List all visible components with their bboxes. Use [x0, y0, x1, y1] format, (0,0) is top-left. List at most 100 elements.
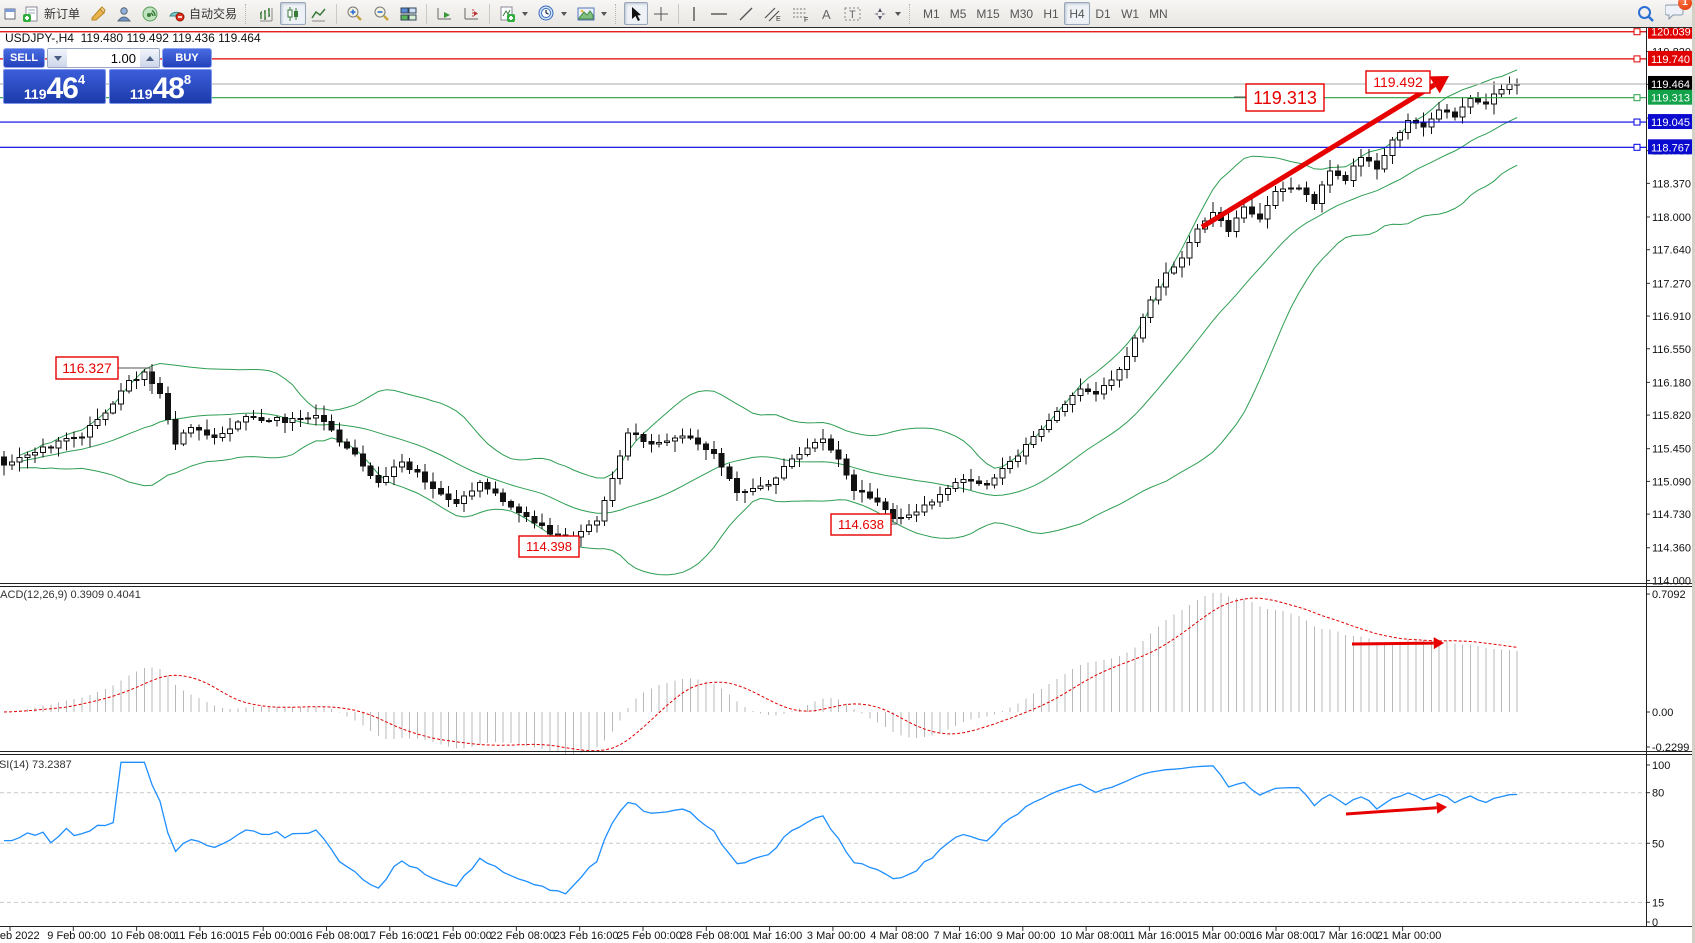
line-chart-mode-button[interactable] [306, 2, 332, 25]
volume-input[interactable] [67, 49, 140, 67]
trendline-tool-button[interactable] [733, 2, 759, 25]
macd-pane: 0.7092 0.00 -0.2299 [3, 589, 1689, 754]
bar-chart-icon [260, 7, 273, 21]
toolbar-separator [678, 3, 680, 24]
buy-button[interactable]: BUY [162, 48, 212, 68]
timeframe-w1[interactable]: W1 [1116, 2, 1144, 25]
price-badge-label: 119.464 [1651, 79, 1690, 91]
market-watch-button[interactable] [111, 2, 137, 25]
autotrading-button[interactable]: 自动交易 [163, 2, 242, 25]
line-handle[interactable] [1633, 118, 1641, 126]
notifications-button[interactable]: 1 [1664, 0, 1692, 25]
rsi-line [4, 761, 1518, 895]
price-tick-label: 114.000 [1652, 575, 1691, 587]
trend-arrow[interactable] [1345, 806, 1437, 816]
price-annotation-box[interactable] [1245, 83, 1325, 112]
candles [1, 76, 1521, 551]
line-handle[interactable] [1633, 55, 1641, 63]
volume-increase-button[interactable] [140, 49, 159, 67]
trend-arrow[interactable] [1200, 82, 1436, 230]
price-annotation-box[interactable] [518, 535, 580, 558]
window-menu-button[interactable] [2, 2, 18, 25]
price-annotation-box[interactable] [55, 356, 119, 380]
time-tick-label: 22 Feb 08:00 [490, 930, 555, 942]
tile-windows-button[interactable] [395, 2, 422, 25]
price-annotation-box[interactable] [830, 513, 892, 536]
zoom-out-button[interactable] [368, 2, 395, 25]
tile-windows-icon [400, 7, 417, 20]
template-icon [577, 7, 595, 20]
text-tool-button[interactable]: A [815, 2, 839, 25]
buy-price-sup: 8 [183, 72, 192, 87]
arrow-objects-button[interactable] [867, 2, 906, 25]
auto-scroll-icon [437, 7, 452, 19]
toolbar-separator [615, 3, 621, 24]
styler-button[interactable] [85, 2, 111, 25]
price-annotation-label: 116.327 [62, 360, 112, 376]
candlestick-icon [287, 6, 299, 21]
channel-tool-button[interactable]: E [759, 2, 787, 25]
volume-decrease-button[interactable] [48, 49, 67, 67]
new-order-label: 新订单 [44, 7, 81, 21]
autotrading-label: 自动交易 [189, 7, 238, 21]
templates-button[interactable] [572, 2, 612, 25]
sell-button[interactable]: SELL [3, 48, 45, 68]
timeframe-h4[interactable]: H4 [1064, 2, 1091, 25]
periods-button[interactable] [533, 2, 572, 25]
trend-arrow[interactable] [1351, 641, 1434, 646]
indicators-button[interactable] [494, 2, 533, 25]
fibonacci-tool-button[interactable]: F [787, 2, 815, 25]
sell-price-big: 46 [46, 72, 78, 105]
candlestick-mode-button[interactable] [280, 2, 307, 25]
text-label-tool-button[interactable]: T [839, 2, 867, 25]
time-tick-label: 10 Mar 08:00 [1060, 930, 1125, 942]
crosshair-tool-button[interactable] [648, 2, 674, 25]
price-badge-label: 118.767 [1651, 142, 1690, 154]
timeframe-m30[interactable]: M30 [1005, 2, 1038, 25]
horizontal-line-tool-button[interactable] [705, 2, 733, 25]
zoom-in-button[interactable] [341, 2, 368, 25]
ohlc-high: 119.492 [126, 31, 169, 45]
toolbar-separator [909, 3, 915, 24]
time-tick-label: 23 Feb 16:00 [554, 930, 619, 942]
timeframe-h1[interactable]: H1 [1038, 2, 1064, 25]
sell-price[interactable]: 119 46 4 [3, 69, 106, 104]
timeframe-m1[interactable]: M1 [918, 2, 945, 25]
trade-panel-price-row: 119 46 4 119 48 8 [3, 69, 212, 104]
svg-text:E: E [776, 16, 781, 22]
price-tick-label: 118.370 [1652, 178, 1691, 190]
time-tick-label: 9 Feb 00:00 [47, 930, 106, 942]
timeframe-d1[interactable]: D1 [1090, 2, 1116, 25]
bar-chart-mode-button[interactable] [254, 2, 280, 25]
timeframe-m15[interactable]: M15 [971, 2, 1004, 25]
trend-arrow-head[interactable] [1429, 76, 1449, 94]
cursor-tool-button[interactable] [624, 2, 649, 25]
autotrading-icon [169, 11, 185, 21]
timeframe-mn[interactable]: MN [1144, 2, 1173, 25]
timeframe-m5[interactable]: M5 [945, 2, 972, 25]
rsi-axis-label: 50 [1652, 838, 1664, 850]
price-tick-label: 115.450 [1652, 444, 1691, 456]
trend-arrow-head[interactable] [1436, 801, 1447, 814]
svg-text:F: F [804, 17, 808, 22]
new-order-button[interactable]: 新订单 [18, 2, 85, 25]
toolbar-separator [489, 3, 491, 24]
line-handle[interactable] [1633, 28, 1641, 36]
line-handle[interactable] [1633, 143, 1641, 151]
triangle-up-icon [145, 55, 154, 61]
trend-arrow-head[interactable] [1433, 637, 1444, 650]
search-icon[interactable] [1637, 5, 1655, 23]
vertical-line-tool-button[interactable] [683, 2, 705, 25]
line-handle[interactable] [1633, 94, 1641, 102]
signals-button[interactable] [137, 2, 163, 25]
svg-text:T: T [849, 9, 856, 21]
auto-scroll-button[interactable] [431, 2, 458, 25]
window-edge [1692, 0, 1695, 943]
notification-count-badge: 1 [1678, 0, 1692, 10]
price-annotation-box[interactable] [1365, 70, 1431, 94]
time-tick-label: 16 Mar 08:00 [1250, 930, 1315, 942]
zoom-in-icon [347, 6, 362, 21]
chart-shift-button[interactable] [458, 2, 485, 25]
buy-price[interactable]: 119 48 8 [109, 69, 212, 104]
